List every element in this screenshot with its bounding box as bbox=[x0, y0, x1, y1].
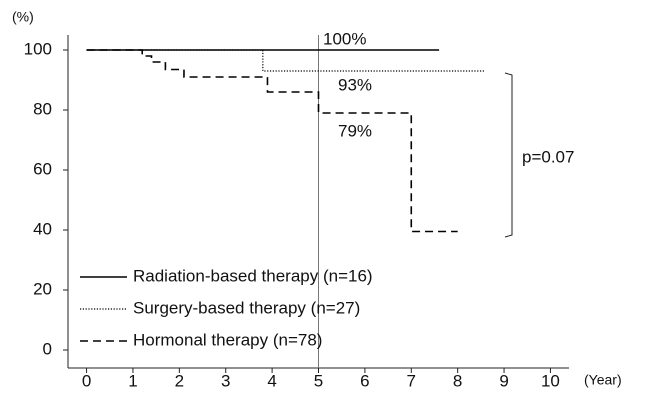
x-tick-label: 6 bbox=[360, 371, 369, 390]
legend-label: Radiation-based therapy (n=16) bbox=[133, 266, 373, 285]
x-tick-label: 0 bbox=[82, 371, 91, 390]
x-tick-label: 4 bbox=[267, 371, 276, 390]
y-tick-label: 80 bbox=[33, 99, 52, 118]
x-axis-label: (Year) bbox=[584, 372, 622, 388]
legend-label: Hormonal therapy (n=78) bbox=[133, 330, 322, 349]
x-tick-label: 3 bbox=[221, 371, 230, 390]
y-axis-label: (%) bbox=[12, 9, 34, 25]
survival-line bbox=[86, 49, 458, 233]
x-tick-label: 10 bbox=[541, 371, 560, 390]
x-tick-label: 1 bbox=[128, 371, 137, 390]
bracket bbox=[504, 72, 513, 238]
annotation: 100% bbox=[323, 29, 366, 48]
x-tick-label: 8 bbox=[453, 371, 462, 390]
x-tick-label: 9 bbox=[499, 371, 508, 390]
y-tick-label: 40 bbox=[33, 219, 52, 238]
survival-line bbox=[86, 49, 486, 72]
y-tick-label: 0 bbox=[43, 339, 52, 358]
y-tick-label: 100 bbox=[24, 39, 52, 58]
annotation: 79% bbox=[338, 121, 372, 140]
annotation: 93% bbox=[338, 75, 372, 94]
annotation: p=0.07 bbox=[522, 147, 574, 166]
legend-label: Surgery-based therapy (n=27) bbox=[133, 298, 360, 317]
x-tick-label: 7 bbox=[407, 371, 416, 390]
x-tick-label: 2 bbox=[175, 371, 184, 390]
x-tick-label: 5 bbox=[314, 371, 323, 390]
y-tick-label: 60 bbox=[33, 159, 52, 178]
y-tick-label: 20 bbox=[33, 279, 52, 298]
